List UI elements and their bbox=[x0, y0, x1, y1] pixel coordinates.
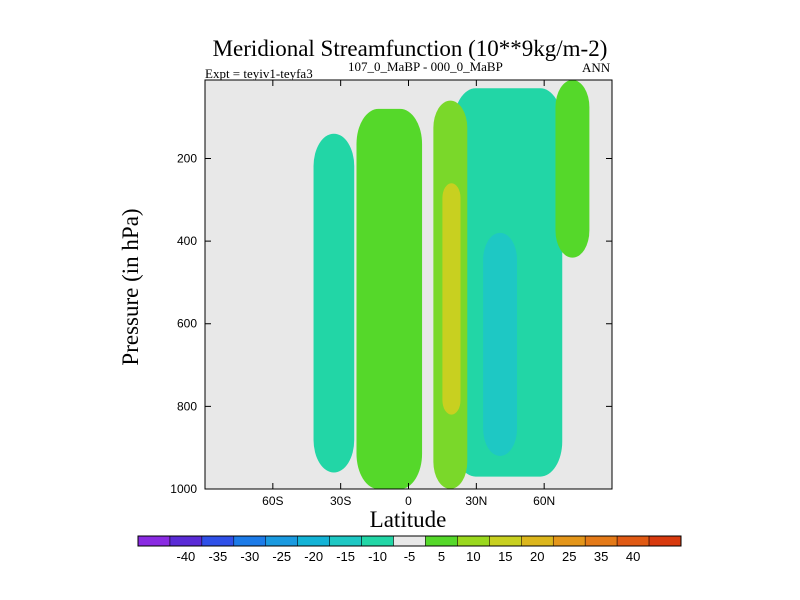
contour-region-tropical-max-green bbox=[356, 108, 423, 489]
x-tick-label: 60S bbox=[262, 494, 283, 508]
contour-region-nh-neg-core bbox=[483, 232, 518, 456]
colorbar-swatch bbox=[521, 535, 554, 547]
colorbar-swatch bbox=[552, 535, 586, 547]
y-axis-label: Pressure (in hPa) bbox=[118, 208, 143, 365]
colorbar-label: 15 bbox=[498, 549, 512, 564]
contour-region-upper-green bbox=[555, 80, 590, 258]
colorbar-label: -5 bbox=[404, 549, 416, 564]
colorbar-swatch bbox=[584, 535, 618, 547]
x-tick-label: 30N bbox=[465, 494, 487, 508]
colorbar-label: 35 bbox=[594, 549, 608, 564]
colorbar-swatch bbox=[329, 535, 362, 547]
chart-subtitle-left: Expt = teyiv1-teyfa3 bbox=[205, 66, 313, 81]
colorbar-label: -20 bbox=[304, 549, 323, 564]
colorbar-frame bbox=[137, 535, 682, 547]
chart-subtitle-right: ANN bbox=[582, 60, 611, 75]
y-tick-label: 1000 bbox=[170, 482, 197, 496]
colorbar-swatch bbox=[457, 535, 490, 547]
colorbar-label: -15 bbox=[336, 549, 355, 564]
colorbar-swatch bbox=[137, 535, 171, 547]
colorbar-swatch bbox=[425, 535, 458, 547]
colorbar-label: 20 bbox=[530, 549, 544, 564]
x-tick-label: 30S bbox=[330, 494, 351, 508]
colorbar-swatch bbox=[265, 535, 298, 547]
contour-field bbox=[313, 80, 590, 490]
y-tick-label: 200 bbox=[177, 151, 197, 165]
y-tick-label: 600 bbox=[177, 317, 197, 331]
chart-title: Meridional Streamfunction (10**9kg/m-2) bbox=[213, 36, 608, 61]
colorbar-swatch bbox=[616, 535, 650, 547]
colorbar-label: 10 bbox=[466, 549, 480, 564]
contour-region-sh-negative bbox=[313, 133, 355, 473]
colorbar-swatch bbox=[233, 535, 267, 547]
colorbar-label: 40 bbox=[626, 549, 640, 564]
x-tick-label: 60N bbox=[533, 494, 555, 508]
x-axis-ticks: 60S 30S 0 30N 60N bbox=[262, 80, 555, 508]
colorbar-swatch bbox=[169, 535, 203, 547]
colorbar-swatch bbox=[361, 535, 394, 547]
x-axis-label: Latitude bbox=[370, 507, 447, 532]
colorbar-swatch bbox=[297, 535, 330, 547]
colorbar bbox=[137, 535, 682, 547]
colorbar-swatch bbox=[648, 535, 682, 547]
colorbar-labels: -40 -35 -30 -25 -20 -15 -10 -5 5 10 15 20 25 35 40 bbox=[177, 549, 641, 564]
chart-subtitle-sup: 107_0_MaBP - 000_0_MaBP bbox=[348, 59, 503, 74]
colorbar-swatch bbox=[489, 535, 522, 547]
x-tick-label: 0 bbox=[405, 494, 412, 508]
colorbar-label: -40 bbox=[177, 549, 196, 564]
colorbar-label: 25 bbox=[562, 549, 576, 564]
colorbar-label: -30 bbox=[240, 549, 259, 564]
colorbar-swatch bbox=[201, 535, 235, 547]
colorbar-label: -10 bbox=[368, 549, 387, 564]
y-tick-label: 400 bbox=[177, 234, 197, 248]
plot-area bbox=[204, 79, 613, 490]
y-axis-ticks: 200 400 600 800 1000 bbox=[170, 151, 612, 496]
y-tick-label: 800 bbox=[177, 399, 197, 413]
colorbar-label: 5 bbox=[438, 549, 445, 564]
colorbar-label: -25 bbox=[272, 549, 291, 564]
contour-region-nh-pos-core bbox=[442, 183, 461, 415]
colorbar-label: -35 bbox=[208, 549, 227, 564]
colorbar-swatch bbox=[393, 535, 426, 547]
